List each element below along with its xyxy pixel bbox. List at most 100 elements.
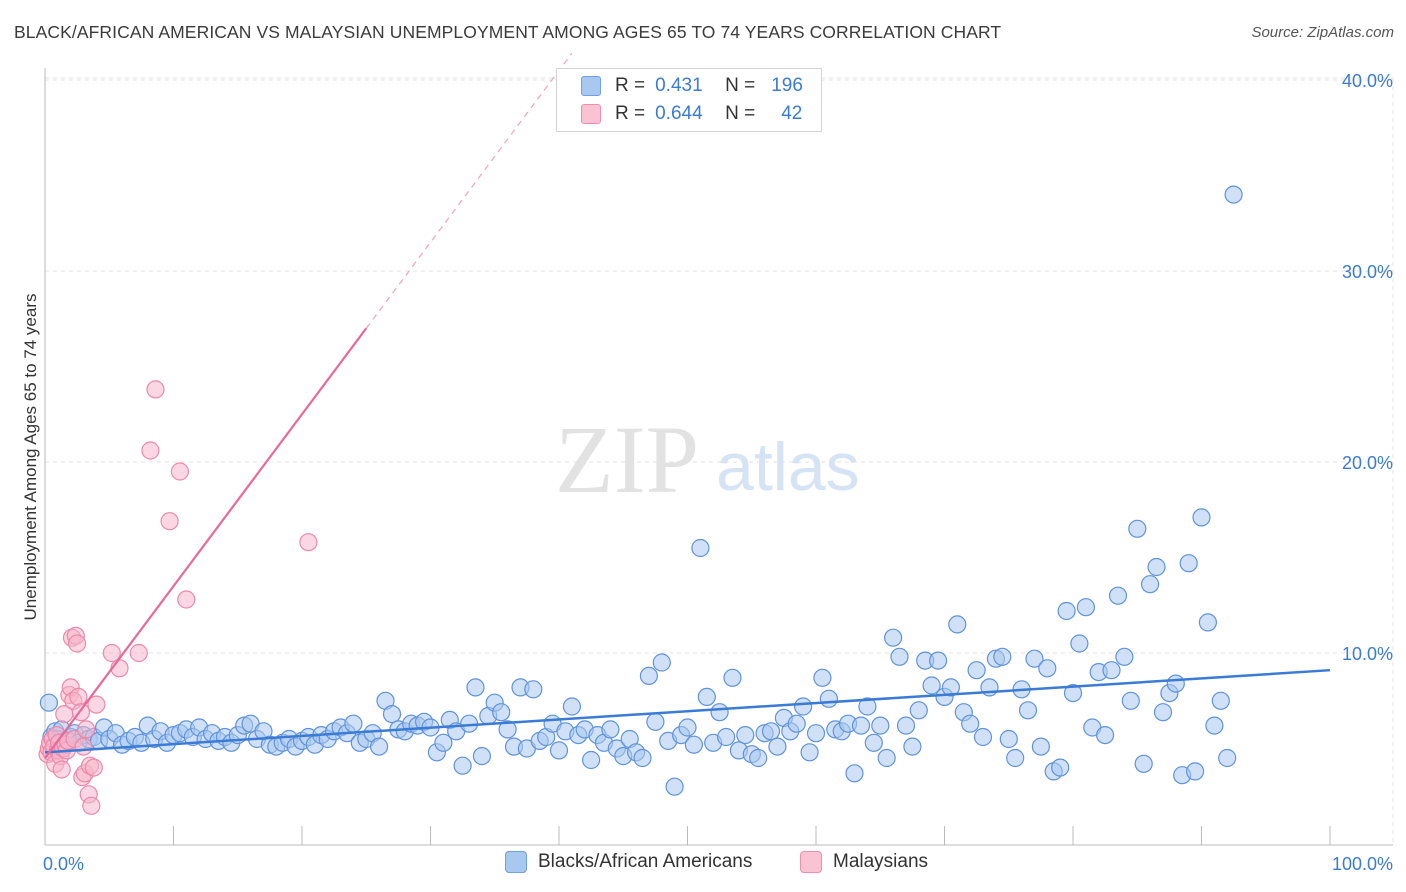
r-label: R =	[615, 75, 646, 96]
y-tick-label: 40.0%	[1342, 71, 1393, 91]
y-tick-label: 10.0%	[1342, 644, 1393, 664]
point-blacks	[941, 678, 961, 697]
point-blacks	[819, 689, 839, 708]
point-blacks	[562, 697, 582, 716]
n-value: 42	[781, 103, 803, 124]
point-blacks	[646, 712, 665, 731]
point-blacks	[909, 701, 928, 720]
point-blacks	[492, 703, 511, 722]
point-blacks	[749, 748, 768, 768]
point-blacks	[1076, 598, 1096, 617]
point-blacks	[1115, 647, 1134, 666]
point-blacks	[961, 714, 980, 733]
legend-row-malaysians: R = 0.644 N = 42	[581, 100, 803, 128]
source-label: Source: ZipAtlas.com	[1251, 24, 1394, 41]
trend-extension-malaysians	[365, 52, 573, 329]
point-blacks	[39, 693, 59, 712]
r-label: R =	[615, 103, 646, 124]
point-blacks	[453, 756, 472, 775]
r-value: 0.431	[655, 75, 703, 96]
point-blacks	[1121, 691, 1140, 710]
point-malaysians	[76, 720, 96, 739]
point-blacks	[928, 651, 948, 670]
point-malaysians	[299, 533, 318, 552]
legend-swatch-malaysians	[800, 851, 822, 873]
point-blacks	[890, 647, 909, 666]
point-blacks	[549, 741, 569, 760]
point-blacks	[1134, 754, 1153, 773]
point-malaysians	[52, 760, 71, 779]
point-blacks	[787, 714, 806, 733]
point-malaysians	[87, 695, 106, 714]
point-malaysians	[82, 796, 101, 815]
y-tick-label: 20.0%	[1342, 453, 1393, 473]
chart-title: BLACK/AFRICAN AMERICAN VS MALAYSIAN UNEM…	[14, 22, 1002, 42]
point-malaysians	[146, 380, 165, 399]
y-axis-label: Unemployment Among Ages 65 to 74 years	[21, 294, 40, 621]
point-blacks	[434, 733, 453, 752]
point-blacks	[806, 724, 826, 743]
point-blacks	[498, 720, 517, 739]
point-blacks	[1095, 725, 1115, 745]
point-blacks	[1102, 661, 1121, 680]
point-blacks	[1218, 748, 1237, 768]
n-label: N =	[725, 75, 756, 96]
point-blacks	[1063, 683, 1083, 703]
legend-item-blacks: Blacks/African Americans	[505, 851, 752, 873]
point-blacks	[813, 668, 832, 687]
point-malaysians	[141, 441, 160, 460]
point-blacks	[1147, 557, 1166, 577]
point-blacks	[1018, 701, 1038, 720]
point-blacks	[370, 737, 389, 756]
point-blacks	[883, 628, 903, 647]
point-blacks	[723, 668, 742, 687]
point-blacks	[851, 716, 871, 735]
point-malaysians	[129, 643, 148, 663]
point-blacks	[1070, 634, 1089, 653]
point-blacks	[1205, 716, 1224, 735]
point-blacks	[1166, 674, 1185, 693]
point-blacks	[1185, 762, 1205, 781]
point-malaysians	[102, 643, 121, 663]
point-blacks	[1031, 737, 1051, 756]
point-malaysians	[110, 659, 129, 678]
point-blacks	[716, 727, 736, 747]
watermark-zip: ZIP	[555, 406, 699, 513]
n-value: 196	[771, 75, 803, 96]
axes	[44, 68, 1393, 846]
point-blacks	[877, 748, 896, 768]
point-blacks	[1192, 508, 1211, 527]
point-blacks	[999, 729, 1018, 749]
point-blacks	[633, 748, 652, 768]
point-blacks	[697, 687, 716, 707]
point-blacks	[864, 733, 883, 752]
point-blacks	[1025, 649, 1044, 668]
trend-line-blacks	[44, 668, 1331, 754]
legend-item-malaysians: Malaysians	[800, 851, 928, 873]
point-blacks	[1140, 575, 1160, 594]
point-blacks	[691, 538, 710, 558]
point-blacks	[1179, 554, 1198, 573]
point-blacks	[1198, 613, 1218, 632]
point-malaysians	[177, 590, 196, 609]
point-blacks	[1006, 748, 1025, 768]
point-blacks	[967, 661, 986, 680]
r-value: 0.644	[655, 103, 703, 124]
point-blacks	[1153, 703, 1173, 722]
correlation-legend: R = 0.431 N = 196 R = 0.644 N = 42	[556, 68, 822, 132]
point-malaysians	[84, 758, 103, 777]
point-blacks	[871, 716, 890, 735]
x-tick-label: 0.0%	[43, 854, 84, 874]
point-blacks	[922, 676, 941, 695]
point-blacks	[1128, 519, 1147, 538]
point-blacks	[601, 720, 620, 739]
point-blacks	[1057, 601, 1076, 621]
point-blacks	[652, 653, 671, 672]
point-blacks	[710, 703, 729, 722]
point-blacks	[793, 697, 813, 716]
point-blacks	[466, 678, 485, 697]
trend-lines	[44, 52, 1331, 759]
legend-label-blacks: Blacks/African Americans	[538, 851, 753, 872]
point-blacks	[1038, 659, 1057, 678]
point-blacks	[903, 737, 922, 756]
